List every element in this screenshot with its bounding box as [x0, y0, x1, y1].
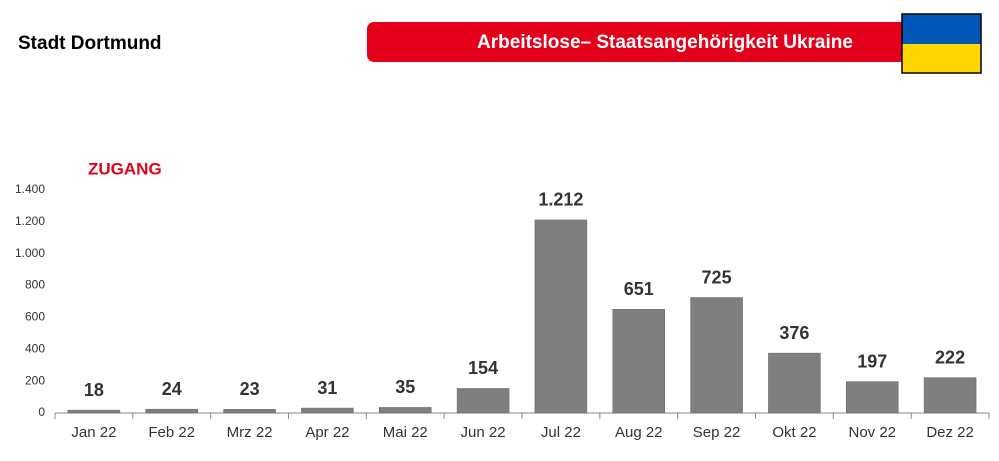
bar: [379, 407, 432, 414]
flag: [901, 13, 982, 74]
value-label: 725: [702, 267, 732, 287]
bar: [145, 408, 198, 414]
x-tick-label: Feb 22: [148, 424, 195, 441]
bar: [67, 409, 121, 414]
value-label: 651: [624, 279, 654, 299]
subtitle: ZUGANG: [88, 159, 162, 178]
bar: [768, 352, 821, 414]
value-label: 197: [857, 351, 887, 371]
x-tick-label: Jun 22: [461, 424, 506, 441]
flag-border: [901, 13, 982, 74]
y-tick-label: 800: [25, 278, 45, 292]
y-tick-label: 600: [25, 310, 45, 324]
flag-blue: [902, 14, 981, 44]
value-label: 23: [240, 379, 260, 399]
value-label: 24: [162, 379, 182, 399]
x-tick-label: Mai 22: [383, 424, 428, 441]
y-tick-label: 400: [25, 341, 45, 355]
x-tick-label: Jul 22: [541, 424, 581, 441]
y-tick-label: 1.200: [15, 214, 45, 228]
y-tick-label: 1.400: [15, 182, 45, 196]
bar: [534, 219, 588, 414]
bar: [612, 309, 665, 414]
value-label: 31: [317, 378, 337, 398]
chart-title: Arbeitslose– Staatsangehörigkeit Ukraine: [477, 32, 853, 53]
bar: [301, 407, 354, 414]
x-tick-label: Sep 22: [693, 424, 741, 441]
x-tick-label: Aug 22: [615, 424, 663, 441]
y-tick-label: 0: [38, 405, 45, 419]
x-tick-label: Okt 22: [772, 424, 816, 441]
bar: [846, 381, 899, 414]
bar: [223, 409, 276, 414]
value-label: 376: [779, 323, 809, 343]
value-label: 222: [935, 347, 965, 367]
value-label: 1.212: [538, 190, 583, 210]
y-tick-label: 200: [25, 373, 45, 387]
x-tick-label: Apr 22: [305, 424, 349, 441]
value-label: 154: [468, 358, 498, 378]
y-tick-label: 1.000: [15, 246, 45, 260]
bar: [456, 388, 510, 414]
value-label: 18: [84, 380, 104, 400]
bar: [690, 297, 743, 414]
x-tick-label: Nov 22: [848, 424, 896, 441]
value-label: 35: [395, 377, 415, 397]
bar: [923, 377, 977, 414]
title-banner: [367, 22, 962, 62]
x-tick-label: Dez 22: [926, 424, 974, 441]
flag-yellow: [902, 44, 981, 73]
x-tick-label: Mrz 22: [227, 424, 273, 441]
x-tick-label: Jan 22: [71, 424, 116, 441]
page-title: Stadt Dortmund: [18, 33, 162, 54]
